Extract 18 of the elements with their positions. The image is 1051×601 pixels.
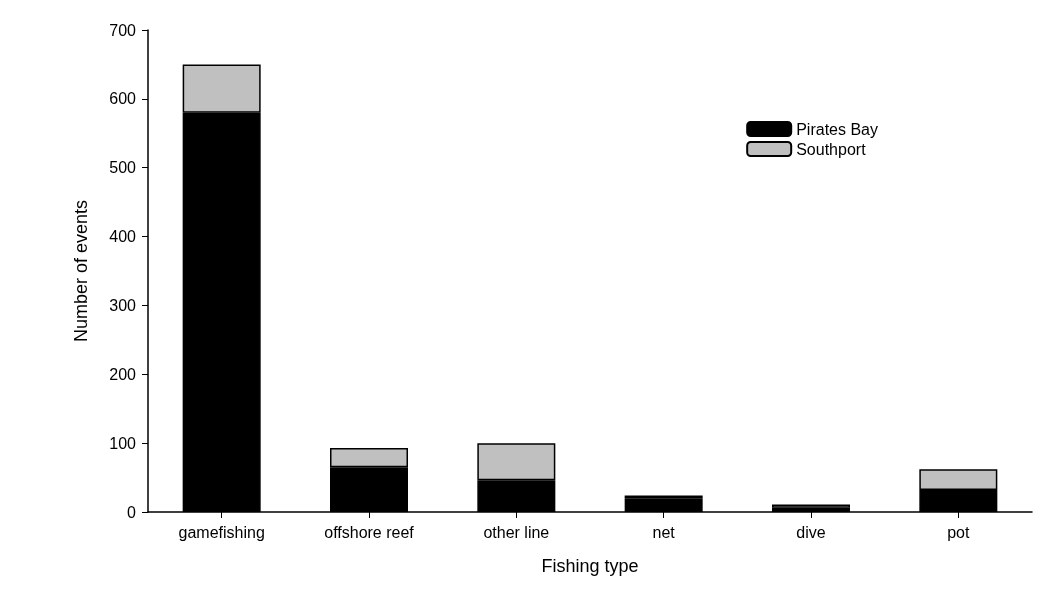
y-tick-label: 700	[109, 21, 137, 39]
legend-label: Southport	[796, 140, 867, 158]
x-tick-label: net	[652, 523, 676, 541]
y-tick-label: 600	[109, 90, 137, 108]
y-tick-label: 500	[109, 159, 137, 177]
legend-label: Pirates Bay	[796, 120, 878, 138]
x-tick-label: dive	[796, 523, 826, 541]
x-tick-label: gamefishing	[178, 523, 265, 541]
x-tick-label: offshore reef	[324, 523, 415, 541]
y-tick-label: 0	[127, 503, 137, 521]
y-tick-label: 200	[109, 365, 137, 383]
y-tick-label: 100	[109, 434, 137, 452]
y-tick-label: 300	[109, 296, 137, 314]
x-tick-label: other line	[483, 523, 550, 541]
y-axis-title: Number of events	[71, 199, 91, 343]
x-axis-title: Fishing type	[541, 556, 639, 576]
y-tick-label: 400	[109, 228, 137, 246]
x-tick-label: pot	[947, 523, 971, 541]
